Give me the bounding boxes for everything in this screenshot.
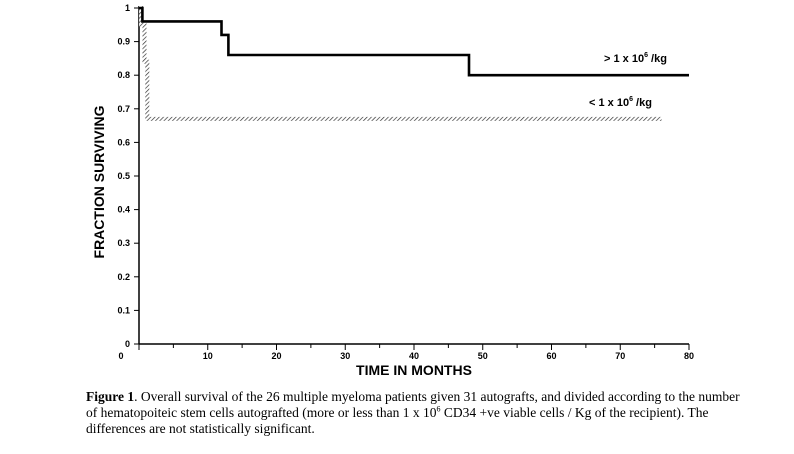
figure-caption: Figure 1. Overall survival of the 26 mul… — [86, 389, 746, 437]
y-tick-label: 0.1 — [117, 305, 130, 315]
y-tick-label: 0.3 — [117, 238, 130, 248]
y-tick-label: 0.5 — [117, 171, 130, 181]
series-line-high-dose — [139, 6, 689, 77]
x-tick-label: 0 — [118, 351, 123, 361]
y-tick-label: 1 — [125, 3, 130, 13]
caption-text-part-2: CD34 +ve viable cells / Kg of the recipi… — [86, 405, 709, 436]
y-tick-label: 0.9 — [117, 37, 130, 47]
caption-text-part-1: . Overall survival of the 26 multiple my… — [86, 389, 740, 420]
chart-series — [139, 6, 689, 121]
y-tick-label: 0.2 — [117, 272, 130, 282]
x-tick-label: 60 — [546, 351, 556, 361]
chart-ticks: 00.10.20.30.40.50.60.70.80.910 10 20 30 40 50… — [117, 3, 694, 361]
x-tick-label: 50 — [478, 351, 488, 361]
caption-label: Figure 1 — [86, 389, 135, 404]
x-axis-title: TIME IN MONTHS — [356, 362, 472, 378]
x-tick-label: 70 — [615, 351, 625, 361]
x-tick-label: 20 — [271, 351, 281, 361]
x-tick-label: 10 — [203, 351, 213, 361]
y-tick-label: 0.8 — [117, 70, 130, 80]
series-label-low-dose: < 1 x 106 /kg — [589, 96, 652, 109]
chart-labels: > 1 x 106 /kg < 1 x 106 /kg — [589, 52, 667, 109]
x-tick-label: 30 — [340, 351, 350, 361]
x-tick-label: 40 — [409, 351, 419, 361]
series-label-high-dose: > 1 x 106 /kg — [604, 52, 667, 65]
x-tick-label: 80 — [684, 351, 694, 361]
y-tick-label: 0.7 — [117, 104, 130, 114]
y-axis-title: FRACTION SURVIVING — [91, 105, 107, 258]
y-tick-label: 0.6 — [117, 137, 130, 147]
survival-chart: 00.10.20.30.40.50.60.70.80.910 10 20 30 40 50… — [91, 3, 694, 378]
caption-superscript: 6 — [436, 404, 441, 414]
y-tick-label: 0.4 — [117, 205, 130, 215]
series-line-low-dose — [139, 6, 662, 121]
y-tick-label: 0 — [125, 339, 130, 349]
